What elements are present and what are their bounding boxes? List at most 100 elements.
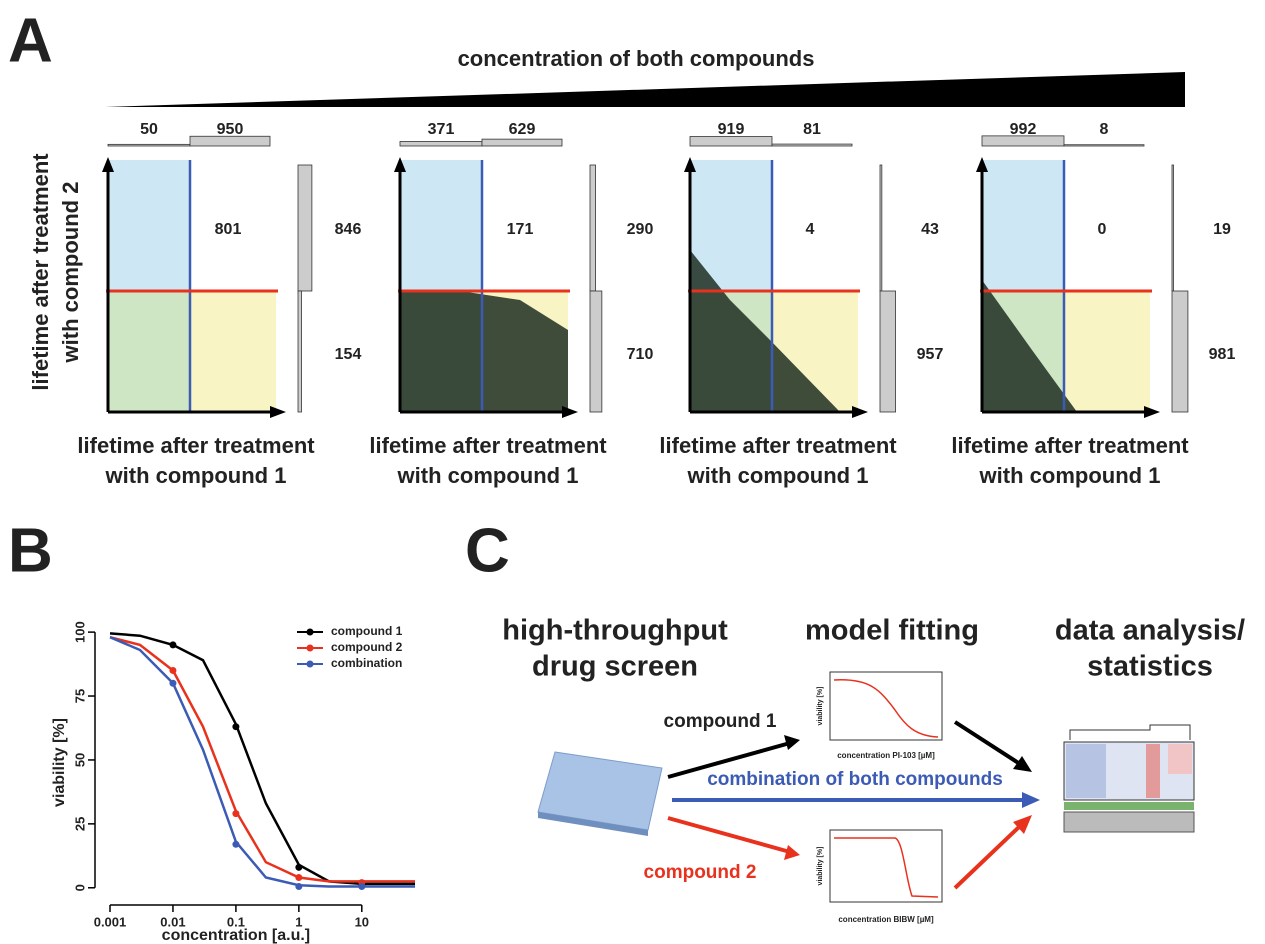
mini-axis-label: viability [%] bbox=[817, 847, 824, 886]
legend-label: compound 1 bbox=[331, 624, 403, 638]
count-label: 992 bbox=[1010, 121, 1037, 138]
count-label: 43 bbox=[921, 221, 939, 238]
count-label: 629 bbox=[509, 121, 536, 138]
count-label: 154 bbox=[335, 346, 362, 363]
scatter-cloud bbox=[400, 291, 568, 412]
quadrant-upper-left bbox=[108, 160, 190, 291]
x-axis-label: lifetime after treatment bbox=[659, 433, 897, 458]
count-label: 957 bbox=[917, 346, 944, 363]
y-tick-label: 0 bbox=[72, 884, 87, 891]
axis-arrow bbox=[562, 406, 578, 418]
x-axis-label: lifetime after treatment bbox=[951, 433, 1189, 458]
count-bar bbox=[297, 164, 313, 292]
count-label: 950 bbox=[217, 121, 244, 138]
x-axis-label: with compound 1 bbox=[397, 463, 579, 488]
x-axis-label: with compound 1 bbox=[687, 463, 869, 488]
axis-arrow bbox=[684, 157, 696, 172]
quadrant-count: 801 bbox=[215, 221, 242, 238]
x-axis-label: concentration [a.u.] bbox=[162, 927, 310, 944]
concentration-wedge bbox=[105, 72, 1185, 107]
count-bar bbox=[981, 135, 1065, 147]
legend-marker bbox=[306, 628, 314, 636]
count-bar bbox=[481, 138, 563, 147]
axis-arrow bbox=[270, 406, 286, 418]
mini-axis-label: concentration PI-103 [µM] bbox=[837, 751, 935, 760]
count-bar bbox=[297, 290, 302, 413]
plate bbox=[537, 751, 663, 836]
data-point bbox=[232, 840, 240, 848]
step-title: high-throughput bbox=[502, 615, 728, 647]
axis-arrow bbox=[1144, 406, 1160, 418]
arrow-label: compound 2 bbox=[644, 862, 757, 883]
quadrant-count: 4 bbox=[806, 221, 815, 238]
fit-curve bbox=[109, 635, 415, 883]
x-tick-label: 10 bbox=[355, 914, 369, 929]
y-tick-label: 100 bbox=[72, 621, 87, 643]
count-bar bbox=[1171, 164, 1174, 292]
data-point bbox=[169, 679, 177, 687]
count-bar bbox=[589, 164, 596, 292]
count-bar bbox=[879, 290, 896, 413]
count-bar bbox=[589, 290, 603, 413]
count-bar bbox=[689, 136, 773, 147]
data-point bbox=[295, 882, 303, 890]
count-label: 710 bbox=[627, 346, 654, 363]
x-tick-label: 0.01 bbox=[160, 914, 185, 929]
y-tick-label: 50 bbox=[72, 753, 87, 767]
data-point bbox=[169, 666, 177, 674]
flow-arrows bbox=[667, 720, 1040, 890]
count-bar bbox=[1171, 290, 1189, 413]
x-axis-label: with compound 1 bbox=[105, 463, 287, 488]
x-tick-label: 0.1 bbox=[227, 914, 245, 929]
x-tick-label: 1 bbox=[295, 914, 302, 929]
x-tick-label: 0.001 bbox=[94, 914, 127, 929]
arrow-label: compound 1 bbox=[664, 711, 777, 732]
mini-fit-2 bbox=[829, 829, 943, 903]
data-point bbox=[295, 874, 303, 882]
data-point bbox=[358, 882, 366, 890]
count-bar bbox=[189, 135, 271, 147]
y-axis-label: viability [%] bbox=[51, 718, 68, 807]
count-label: 8 bbox=[1100, 121, 1109, 138]
data-point bbox=[295, 863, 303, 871]
fit-curve bbox=[109, 632, 415, 886]
panel-label: B bbox=[8, 516, 53, 585]
mini-axis-label: concentration BIBW [µM] bbox=[838, 915, 934, 924]
count-bar bbox=[879, 164, 883, 292]
quadrant-upper-left bbox=[400, 160, 482, 291]
legend-marker bbox=[306, 660, 314, 668]
count-label: 981 bbox=[1209, 346, 1236, 363]
quadrant-lower-right bbox=[190, 291, 276, 412]
quadrant-upper-left bbox=[982, 160, 1064, 291]
panel-label: C bbox=[465, 516, 510, 585]
step-title: statistics bbox=[1087, 651, 1213, 683]
mini-fit-1 bbox=[829, 671, 943, 741]
count-label: 81 bbox=[803, 121, 821, 138]
count-label: 371 bbox=[428, 121, 455, 138]
legend-label: compound 2 bbox=[331, 640, 403, 654]
heatmap bbox=[1063, 724, 1195, 833]
axis-arrow bbox=[394, 157, 406, 172]
y-axis-label: lifetime after treatment bbox=[28, 153, 53, 391]
data-point bbox=[169, 641, 177, 649]
y-tick-label: 75 bbox=[72, 689, 87, 703]
panel-label: A bbox=[8, 6, 53, 75]
fit-curve bbox=[109, 636, 415, 888]
scatter-cloud bbox=[690, 250, 840, 412]
axis-arrow bbox=[976, 157, 988, 172]
scatter-cloud bbox=[982, 280, 1077, 412]
count-bar bbox=[399, 141, 483, 147]
data-point bbox=[232, 723, 240, 731]
count-bar bbox=[107, 143, 191, 147]
legend-label: combination bbox=[331, 656, 402, 670]
quadrant-lower-left bbox=[108, 291, 190, 412]
panel-title: concentration of both compounds bbox=[458, 46, 815, 71]
axis-arrow bbox=[102, 157, 114, 172]
count-label: 846 bbox=[335, 221, 362, 238]
count-label: 50 bbox=[140, 121, 158, 138]
count-label: 919 bbox=[718, 121, 745, 138]
x-axis-label: with compound 1 bbox=[979, 463, 1161, 488]
data-point bbox=[232, 810, 240, 818]
count-bar bbox=[1063, 144, 1145, 147]
